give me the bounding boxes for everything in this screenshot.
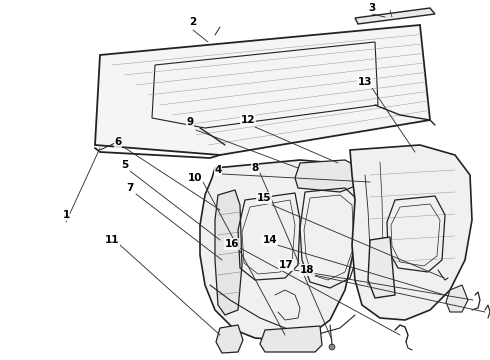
- Polygon shape: [362, 175, 388, 196]
- Polygon shape: [368, 237, 395, 298]
- Text: 15: 15: [257, 193, 271, 203]
- Text: 7: 7: [126, 183, 134, 193]
- Polygon shape: [295, 160, 360, 192]
- Polygon shape: [260, 326, 322, 352]
- Text: 6: 6: [114, 137, 122, 147]
- Text: 14: 14: [263, 235, 277, 245]
- Polygon shape: [355, 8, 435, 24]
- Polygon shape: [350, 145, 472, 320]
- Circle shape: [329, 344, 335, 350]
- Polygon shape: [95, 25, 430, 155]
- Text: 3: 3: [368, 3, 376, 13]
- Polygon shape: [216, 325, 243, 353]
- Polygon shape: [200, 160, 375, 340]
- Text: 8: 8: [251, 163, 259, 173]
- Text: 17: 17: [279, 260, 294, 270]
- Text: 10: 10: [188, 173, 202, 183]
- Text: 18: 18: [300, 265, 314, 275]
- Text: 13: 13: [358, 77, 372, 87]
- Text: 12: 12: [241, 115, 255, 125]
- Text: 4: 4: [214, 165, 221, 175]
- Text: 16: 16: [225, 239, 239, 249]
- Polygon shape: [215, 190, 242, 315]
- Text: 9: 9: [186, 117, 194, 127]
- Text: 1: 1: [62, 210, 70, 220]
- Polygon shape: [446, 285, 468, 312]
- Text: 11: 11: [105, 235, 119, 245]
- Text: 2: 2: [189, 17, 196, 27]
- Text: 5: 5: [122, 160, 128, 170]
